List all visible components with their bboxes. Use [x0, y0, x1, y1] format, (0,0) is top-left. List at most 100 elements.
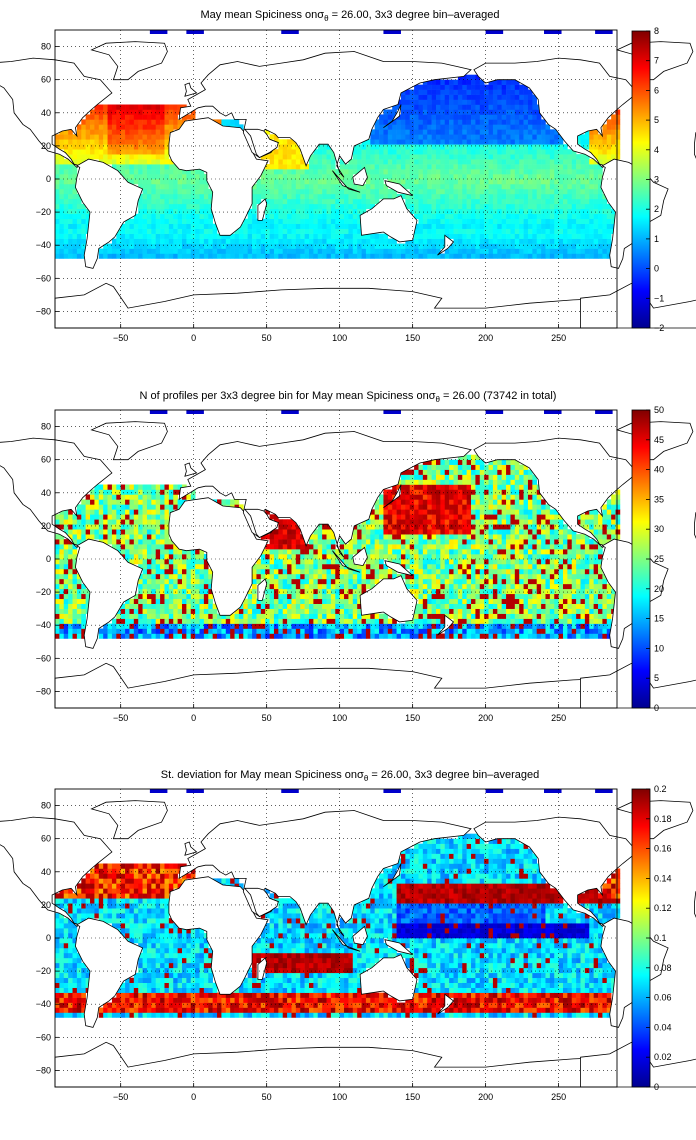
heatmap-cell: [81, 139, 86, 145]
heatmap-cell: [125, 554, 130, 560]
heatmap-cell: [177, 628, 183, 634]
heatmap-cell: [125, 613, 130, 619]
heatmap-cell: [287, 618, 292, 624]
heatmap-cell: [160, 593, 165, 600]
heatmap-cell: [125, 489, 130, 495]
heatmap-cell: [510, 159, 516, 165]
heatmap-cell: [186, 628, 192, 634]
heatmap-cell: [107, 124, 113, 130]
heatmap-cell: [365, 243, 371, 249]
heatmap-cell: [352, 633, 358, 639]
heatmap-cell: [400, 193, 406, 200]
heatmap-cell: [598, 179, 603, 185]
heatmap-cell: [554, 243, 559, 249]
heatmap-cell: [164, 109, 170, 115]
heatmap-cell: [427, 188, 432, 195]
heatmap-cell: [68, 169, 73, 175]
heatmap-cell: [322, 524, 327, 530]
heatmap-cell: [339, 243, 345, 249]
heatmap-cell: [422, 633, 428, 639]
heatmap-cell: [400, 164, 406, 170]
heatmap-cell: [462, 213, 467, 220]
heatmap-cell: [405, 179, 411, 185]
heatmap-cell: [409, 203, 415, 210]
heatmap-cell: [418, 464, 424, 470]
heatmap-cell: [431, 208, 437, 215]
heatmap-cell: [177, 238, 183, 244]
heatmap-cell: [357, 154, 362, 160]
heatmap-cell: [374, 134, 380, 140]
heatmap-cell: [221, 623, 227, 629]
heatmap-cell: [584, 208, 590, 215]
heatmap-cell: [545, 188, 551, 195]
heatmap-cell: [177, 213, 183, 220]
heatmap-cell: [466, 144, 472, 150]
heatmap-cell: [519, 203, 524, 210]
heatmap-cell: [295, 633, 301, 639]
heatmap-cell: [479, 183, 485, 190]
heatmap-cell: [532, 134, 538, 140]
heatmap-cell: [554, 248, 559, 254]
heatmap-cell: [111, 524, 117, 530]
heatmap-cell: [300, 563, 305, 570]
heatmap-cell: [475, 243, 481, 249]
heatmap-cell: [195, 248, 200, 254]
heatmap-cell: [164, 608, 170, 614]
heatmap-cell: [195, 253, 200, 259]
heatmap-cell: [111, 124, 117, 130]
heatmap-cell: [387, 524, 393, 530]
heatmap-cell: [116, 509, 121, 515]
heatmap-cell: [484, 129, 489, 135]
x-tick-label: 250: [551, 333, 566, 343]
heatmap-cell: [475, 203, 481, 210]
heatmap-cell: [422, 134, 428, 140]
heatmap-cell: [562, 233, 568, 239]
heatmap-cell: [536, 159, 542, 165]
heatmap-cell: [125, 519, 130, 525]
heatmap-cell: [383, 109, 389, 115]
heatmap-cell: [400, 623, 406, 629]
coastline: [257, 198, 268, 221]
heatmap-cell: [348, 598, 354, 604]
heatmap-cell: [361, 164, 367, 170]
heatmap-cell: [55, 608, 60, 614]
heatmap-cell: [457, 144, 463, 150]
heatmap-cell: [120, 233, 126, 239]
heatmap-cell: [317, 213, 323, 220]
heatmap-cell: [85, 149, 91, 155]
heatmap-cell: [497, 169, 502, 175]
heatmap-cell: [584, 223, 590, 229]
heatmap-cell: [453, 109, 459, 115]
heatmap-cell: [365, 144, 371, 150]
heatmap-cell: [571, 228, 577, 234]
heatmap-cell: [409, 129, 415, 135]
heatmap-cell: [344, 603, 349, 609]
heatmap-cell: [59, 623, 65, 629]
heatmap-cell: [387, 623, 393, 629]
heatmap-cell: [155, 623, 161, 629]
heatmap-cell: [120, 139, 126, 145]
heatmap-cell: [392, 568, 397, 575]
heatmap-cell: [326, 529, 332, 535]
heatmap-cell: [414, 549, 419, 555]
heatmap-cell: [409, 539, 415, 545]
heatmap-cell: [427, 213, 432, 220]
heatmap-cell: [344, 253, 349, 259]
heatmap-cell: [138, 159, 143, 165]
heatmap-cell: [409, 104, 415, 110]
heatmap-cell: [308, 154, 314, 160]
heatmap-cell: [462, 228, 467, 234]
heatmap-cell: [414, 524, 419, 530]
heatmap-cell: [155, 514, 161, 520]
heatmap-cell: [212, 253, 218, 259]
heatmap-cell: [59, 238, 65, 244]
heatmap-cell: [186, 613, 192, 619]
heatmap-cell: [418, 223, 424, 229]
heatmap-cell: [501, 149, 507, 155]
heatmap-cell: [308, 164, 314, 170]
heatmap-cell: [545, 228, 551, 234]
heatmap-cell: [427, 144, 432, 150]
heatmap-cell: [484, 203, 489, 210]
heatmap-cell: [339, 213, 345, 220]
heatmap-cell: [396, 504, 402, 510]
